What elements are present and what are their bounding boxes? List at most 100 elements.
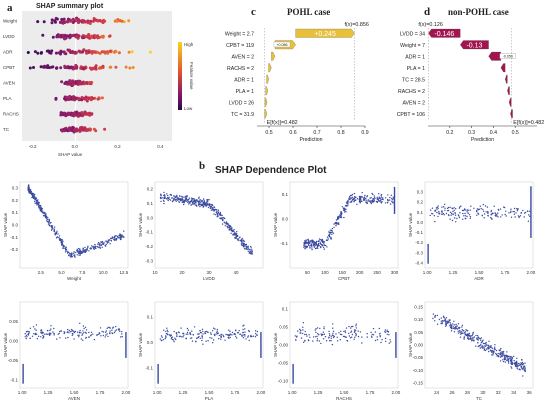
summary-point: [41, 33, 45, 37]
dependence-point: [328, 236, 330, 238]
dependence-point: [312, 340, 314, 342]
dependence-point: [209, 204, 211, 206]
summary-point: [26, 51, 30, 54]
waterfall-value-label: +0.245: [314, 31, 336, 38]
dependence-point: [317, 247, 319, 249]
dependence-point: [520, 362, 522, 364]
dependence-point: [459, 336, 462, 338]
dependence-point: [177, 199, 179, 201]
dependence-point: [242, 334, 244, 336]
dependence-point: [214, 328, 216, 330]
dependence-point: [99, 327, 102, 329]
dependence-point: [499, 360, 502, 362]
dependence-point: [457, 330, 459, 332]
dependence-point: [351, 198, 354, 201]
dependence-point: [192, 203, 194, 205]
dependence-point: [58, 236, 60, 239]
dependence-point: [503, 206, 506, 209]
dependence-point: [490, 218, 493, 220]
dependence-point: [507, 355, 510, 358]
dependence-point: [65, 337, 67, 339]
dependence-point: [175, 338, 177, 341]
dependence-point: [46, 333, 49, 335]
dependence-point: [42, 336, 45, 339]
summary-point: [55, 17, 59, 21]
dependence-point: [527, 220, 530, 222]
dependence-point: [178, 335, 181, 338]
dependence-point: [372, 198, 374, 200]
summary-point: [71, 17, 75, 21]
dependence-point: [252, 335, 255, 337]
dependence-point: [510, 210, 512, 212]
dependence-point: [505, 215, 507, 217]
dependence-point: [61, 239, 64, 241]
dependence-point: [198, 196, 200, 198]
dependence-point: [329, 340, 331, 342]
waterfall-feature-label: ADR = 1: [405, 54, 425, 60]
summary-plot-background: [22, 11, 172, 141]
dependence-point: [505, 210, 507, 212]
dependence-point: [304, 339, 306, 342]
dependence-point: [321, 243, 323, 246]
dependence-point: [381, 339, 383, 341]
dependence-point: [449, 218, 451, 220]
dependence-point: [485, 348, 488, 350]
dependence-point: [380, 196, 383, 198]
dependence-point: [453, 324, 455, 326]
dependence-point: [469, 216, 472, 218]
summary-point: [109, 65, 113, 69]
dependence-point: [465, 218, 467, 220]
summary-point: [61, 21, 65, 25]
dependence-point: [339, 339, 341, 341]
dependence-y-tick: -0.05: [278, 360, 289, 365]
dependence-point: [40, 206, 42, 208]
dependence-point: [214, 334, 216, 337]
dependence-point: [319, 242, 322, 245]
dependence-point: [165, 198, 168, 200]
dependence-point: [524, 362, 526, 364]
dependence-point: [361, 342, 363, 344]
dependence-x-tick: 28: [465, 390, 471, 395]
dependence-point: [499, 356, 502, 358]
dependence-point: [73, 251, 75, 253]
dependence-point: [123, 236, 125, 238]
dependence-point: [29, 191, 31, 194]
dependence-point: [121, 331, 123, 333]
dependence-point: [182, 336, 184, 338]
dependence-point: [331, 343, 334, 346]
summary-point: [42, 20, 46, 24]
dependence-x-tick: 1.50: [205, 390, 214, 395]
dependence-point: [212, 330, 214, 332]
dependence-point: [459, 326, 461, 329]
dependence-point: [115, 325, 117, 328]
dependence-point: [328, 234, 330, 237]
summary-x-tick: -0.2: [29, 144, 37, 149]
dependence-point: [164, 337, 166, 340]
summary-point: [77, 18, 80, 21]
dependence-x-tick: 24: [434, 390, 440, 395]
dependence-y-tick: 0.05: [279, 325, 288, 330]
dependence-point: [372, 193, 374, 196]
dependence-point: [29, 337, 31, 339]
dependence-point: [518, 368, 520, 371]
dependence-point: [27, 185, 30, 187]
dependence-point: [106, 327, 108, 330]
dependence-point: [441, 211, 443, 213]
dependence-point: [47, 221, 49, 223]
dependence-point: [444, 207, 446, 209]
dependence-point: [376, 339, 379, 341]
dependence-point: [527, 210, 529, 212]
dependence-point: [243, 245, 245, 247]
waterfall-bar: [505, 74, 508, 84]
dependence-point: [82, 247, 85, 250]
dependence-point: [510, 366, 512, 368]
dependence-point: [355, 196, 357, 198]
dependence-point: [436, 323, 439, 325]
dependence-point: [58, 235, 61, 237]
dependence-point: [476, 335, 479, 337]
dependence-plot-frame: [424, 181, 534, 269]
dependence-point: [522, 375, 524, 377]
dependence-point: [319, 327, 321, 330]
dependence-point: [216, 212, 219, 215]
